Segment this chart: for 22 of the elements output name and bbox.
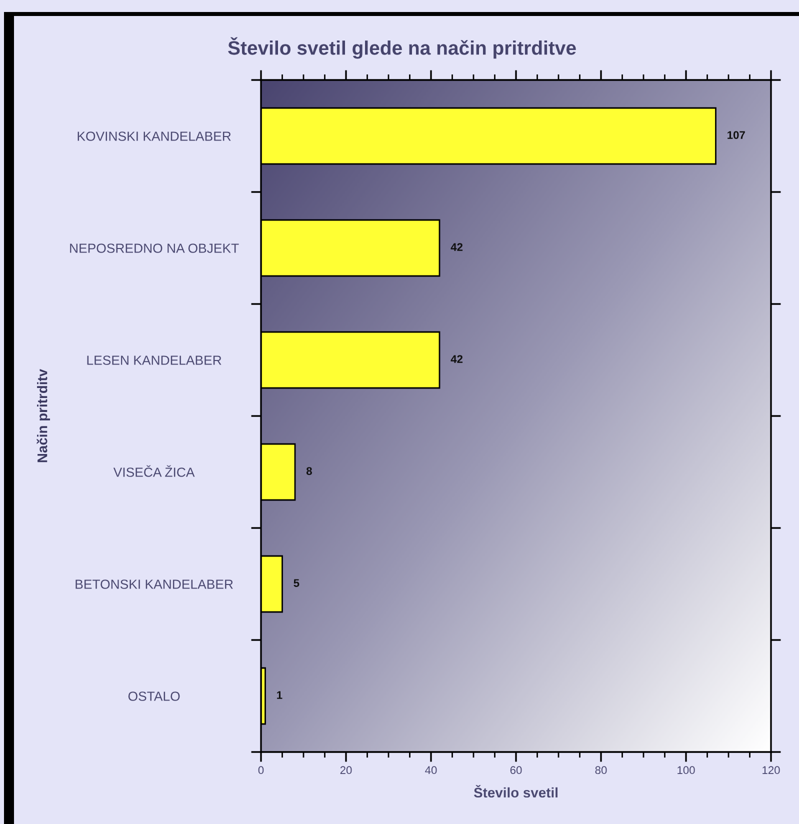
y-tick-label: VISEČA ŽICA [113, 465, 195, 477]
chart-title: Število svetil glede na način pritrditve [228, 37, 576, 59]
y-tick-label: NEPOSREDNO NA OBJEKT [70, 244, 239, 253]
x-tick-label: 80 [595, 766, 607, 774]
y-tick-label: OSTALO [128, 692, 180, 701]
x-tick-label: 40 [425, 766, 437, 774]
y-tick-label: BETONSKI KANDELABER [76, 580, 233, 589]
y-tick-label: KOVINSKI KANDELABER [78, 132, 231, 141]
x-tick-label: 0 [258, 766, 264, 774]
x-tick-label: 60 [510, 766, 522, 774]
data-label: 42 [450, 243, 463, 251]
x-axis-title: Število svetil [474, 784, 558, 798]
data-label: 5 [294, 579, 300, 587]
x-tick-label: 120 [762, 766, 780, 774]
x-tick-label: 100 [678, 766, 695, 774]
data-label: 1 [277, 691, 282, 699]
data-label: 8 [306, 467, 312, 475]
x-tick-label: 20 [340, 766, 352, 774]
y-tick-label: LESEN KANDELABER [87, 356, 222, 365]
data-label: 107 [728, 131, 745, 139]
data-label: 42 [450, 355, 463, 363]
y-axis-title: Način pritrditv [36, 368, 50, 462]
